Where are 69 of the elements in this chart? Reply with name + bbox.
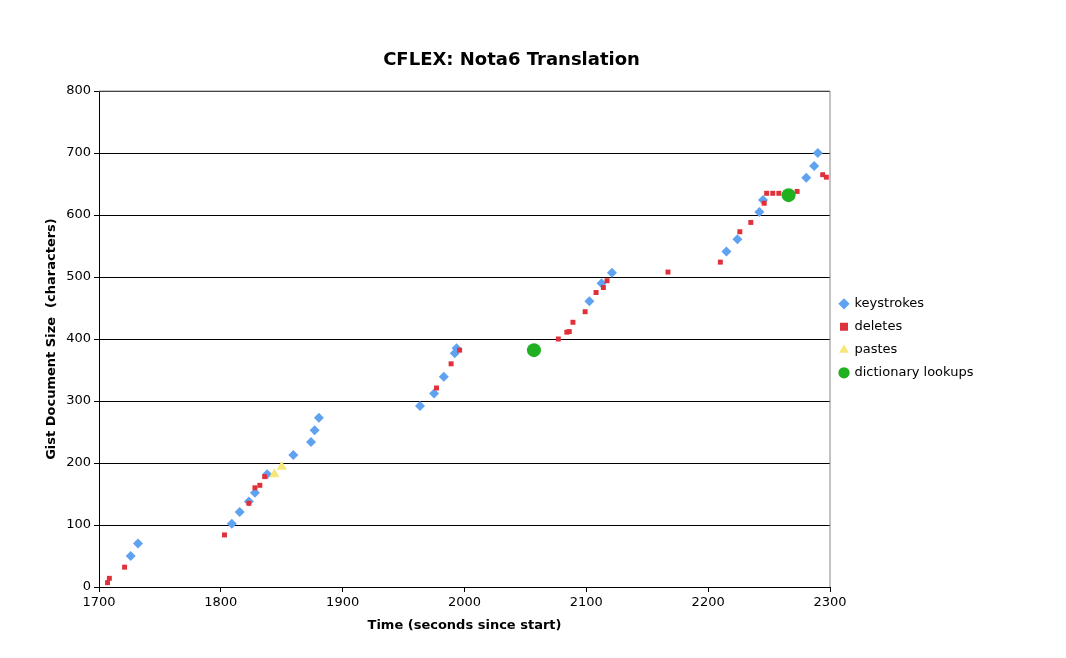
- point: [717, 259, 723, 265]
- x-tick-label: 2100: [569, 594, 603, 610]
- point: [794, 188, 800, 194]
- legend-label: keystrokes: [854, 295, 925, 311]
- point: [106, 575, 112, 581]
- point: [429, 388, 440, 399]
- point: [604, 278, 610, 284]
- y-tick-label: 700: [66, 144, 91, 160]
- point: [770, 190, 776, 196]
- point: [776, 190, 782, 196]
- point: [570, 319, 576, 325]
- point: [761, 200, 767, 206]
- y-tick-label: 600: [66, 206, 91, 222]
- point: [801, 172, 812, 183]
- point: [457, 347, 463, 353]
- point: [526, 343, 541, 358]
- point: [584, 296, 595, 307]
- point: [754, 206, 765, 217]
- y-tick-label: 400: [66, 330, 91, 346]
- point: [665, 269, 671, 275]
- point: [809, 161, 820, 172]
- point: [313, 412, 324, 423]
- point: [823, 174, 829, 180]
- point: [288, 449, 299, 460]
- point: [222, 532, 227, 538]
- x-tick-label: 1900: [326, 594, 360, 610]
- point: [122, 564, 128, 570]
- x-tick-label: 2300: [813, 594, 847, 610]
- point: [448, 361, 454, 367]
- point: [737, 229, 743, 235]
- y-tick-label: 300: [66, 392, 91, 408]
- point: [276, 460, 287, 470]
- point: [732, 234, 743, 245]
- point: [257, 482, 263, 488]
- chart-title: CFLEX: Nota6 Translation: [383, 47, 640, 69]
- y-tick-label: 500: [66, 268, 91, 284]
- y-tick-label: 800: [66, 82, 91, 98]
- point: [606, 267, 617, 278]
- legend-label: dictionary lookups: [854, 364, 974, 380]
- point: [721, 246, 732, 257]
- point: [226, 518, 237, 529]
- legend-label: pastes: [854, 341, 898, 357]
- point: [593, 290, 599, 295]
- point: [132, 538, 143, 549]
- y-tick-label: 100: [66, 516, 91, 532]
- point: [415, 400, 426, 411]
- x-axis-title: Time (seconds since start): [367, 616, 562, 632]
- point: [269, 468, 280, 478]
- point: [305, 436, 316, 447]
- x-tick-label: 2000: [447, 594, 482, 610]
- y-axis-title: Gist Document Size (characters): [42, 218, 58, 460]
- y-tick-label: 200: [66, 454, 91, 470]
- x-tick-label: 1800: [204, 594, 238, 610]
- point: [252, 485, 258, 491]
- point: [125, 551, 136, 561]
- y-tick-label: 0: [82, 578, 91, 594]
- point: [820, 172, 826, 178]
- x-tick-label: 1700: [82, 594, 116, 610]
- point: [582, 309, 588, 315]
- point: [309, 425, 320, 436]
- point: [812, 148, 823, 158]
- point: [438, 371, 449, 382]
- point: [234, 506, 245, 517]
- point: [748, 219, 754, 225]
- point: [764, 190, 770, 196]
- x-tick-label: 2200: [691, 594, 725, 610]
- legend-label: deletes: [854, 318, 903, 334]
- point: [781, 188, 796, 203]
- point: [600, 285, 606, 291]
